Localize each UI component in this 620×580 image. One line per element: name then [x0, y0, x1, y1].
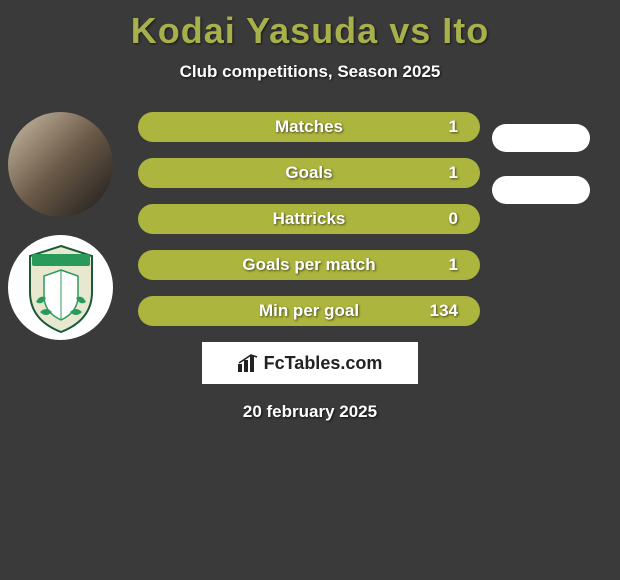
stat-value: 134: [430, 296, 458, 326]
player-avatar: [8, 112, 113, 217]
club-badge-icon: [22, 242, 100, 334]
club-avatar: [8, 235, 113, 340]
date-line: 20 february 2025: [0, 402, 620, 422]
brand-text: FcTables.com: [264, 353, 383, 374]
opponent-pill: [492, 124, 590, 152]
content-area: Matches1Goals1Hattricks0Goals per match1…: [0, 112, 620, 326]
stat-value: 1: [449, 158, 458, 188]
stat-row: Goals per match1: [138, 250, 480, 280]
stat-row: Min per goal134: [138, 296, 480, 326]
avatar-column: [8, 112, 118, 358]
brand-chart-icon: [238, 354, 258, 372]
stat-label: Goals per match: [138, 250, 480, 280]
stat-row: Hattricks0: [138, 204, 480, 234]
stat-value: 0: [449, 204, 458, 234]
stat-row: Matches1: [138, 112, 480, 142]
stat-value: 1: [449, 250, 458, 280]
stat-row: Goals1: [138, 158, 480, 188]
stat-value: 1: [449, 112, 458, 142]
stat-label: Matches: [138, 112, 480, 142]
page-title: Kodai Yasuda vs Ito: [0, 0, 620, 52]
stat-label: Goals: [138, 158, 480, 188]
stat-label: Hattricks: [138, 204, 480, 234]
subtitle: Club competitions, Season 2025: [0, 62, 620, 82]
stats-column: Matches1Goals1Hattricks0Goals per match1…: [138, 112, 480, 326]
brand-box: FcTables.com: [202, 342, 418, 384]
opponent-pill: [492, 176, 590, 204]
